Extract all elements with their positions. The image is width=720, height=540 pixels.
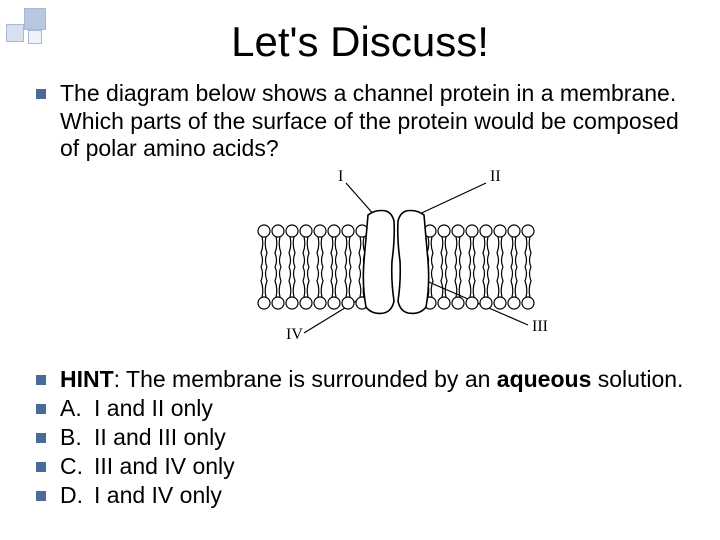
membrane-right <box>424 225 534 309</box>
channel-protein <box>363 210 428 313</box>
page-title: Let's Discuss! <box>0 0 720 80</box>
option-letter: A. <box>60 395 94 422</box>
diagram-container: I II IV III <box>36 165 700 360</box>
bullet-icon <box>36 433 46 443</box>
option-letter: B. <box>60 424 94 451</box>
bullet-icon <box>36 462 46 472</box>
bullet-icon <box>36 375 46 385</box>
option-text: I and II only <box>94 395 213 422</box>
bullet-icon <box>36 89 46 99</box>
label-II: II <box>490 168 501 185</box>
option-text: I and IV only <box>94 482 222 509</box>
question-text: The diagram below shows a channel protei… <box>60 80 700 163</box>
label-I: I <box>338 168 343 185</box>
channel-protein-diagram: I II IV III <box>208 165 568 355</box>
label-III: III <box>532 318 548 335</box>
bullet-icon <box>36 404 46 414</box>
question-row: The diagram below shows a channel protei… <box>36 80 700 163</box>
option-a: A. I and II only <box>36 395 700 422</box>
hint-and-options: HINT: The membrane is surrounded by an a… <box>36 366 700 510</box>
membrane-left <box>258 225 368 309</box>
hint-row: HINT: The membrane is surrounded by an a… <box>36 366 700 394</box>
option-letter: C. <box>60 453 94 480</box>
bullet-icon <box>36 491 46 501</box>
hint-text: HINT: The membrane is surrounded by an a… <box>60 366 683 394</box>
option-text: II and III only <box>94 424 226 451</box>
label-IV: IV <box>286 326 303 343</box>
option-b: B. II and III only <box>36 424 700 451</box>
option-d: D. I and IV only <box>36 482 700 509</box>
option-text: III and IV only <box>94 453 235 480</box>
option-letter: D. <box>60 482 94 509</box>
option-c: C. III and IV only <box>36 453 700 480</box>
content-area: The diagram below shows a channel protei… <box>0 80 720 509</box>
